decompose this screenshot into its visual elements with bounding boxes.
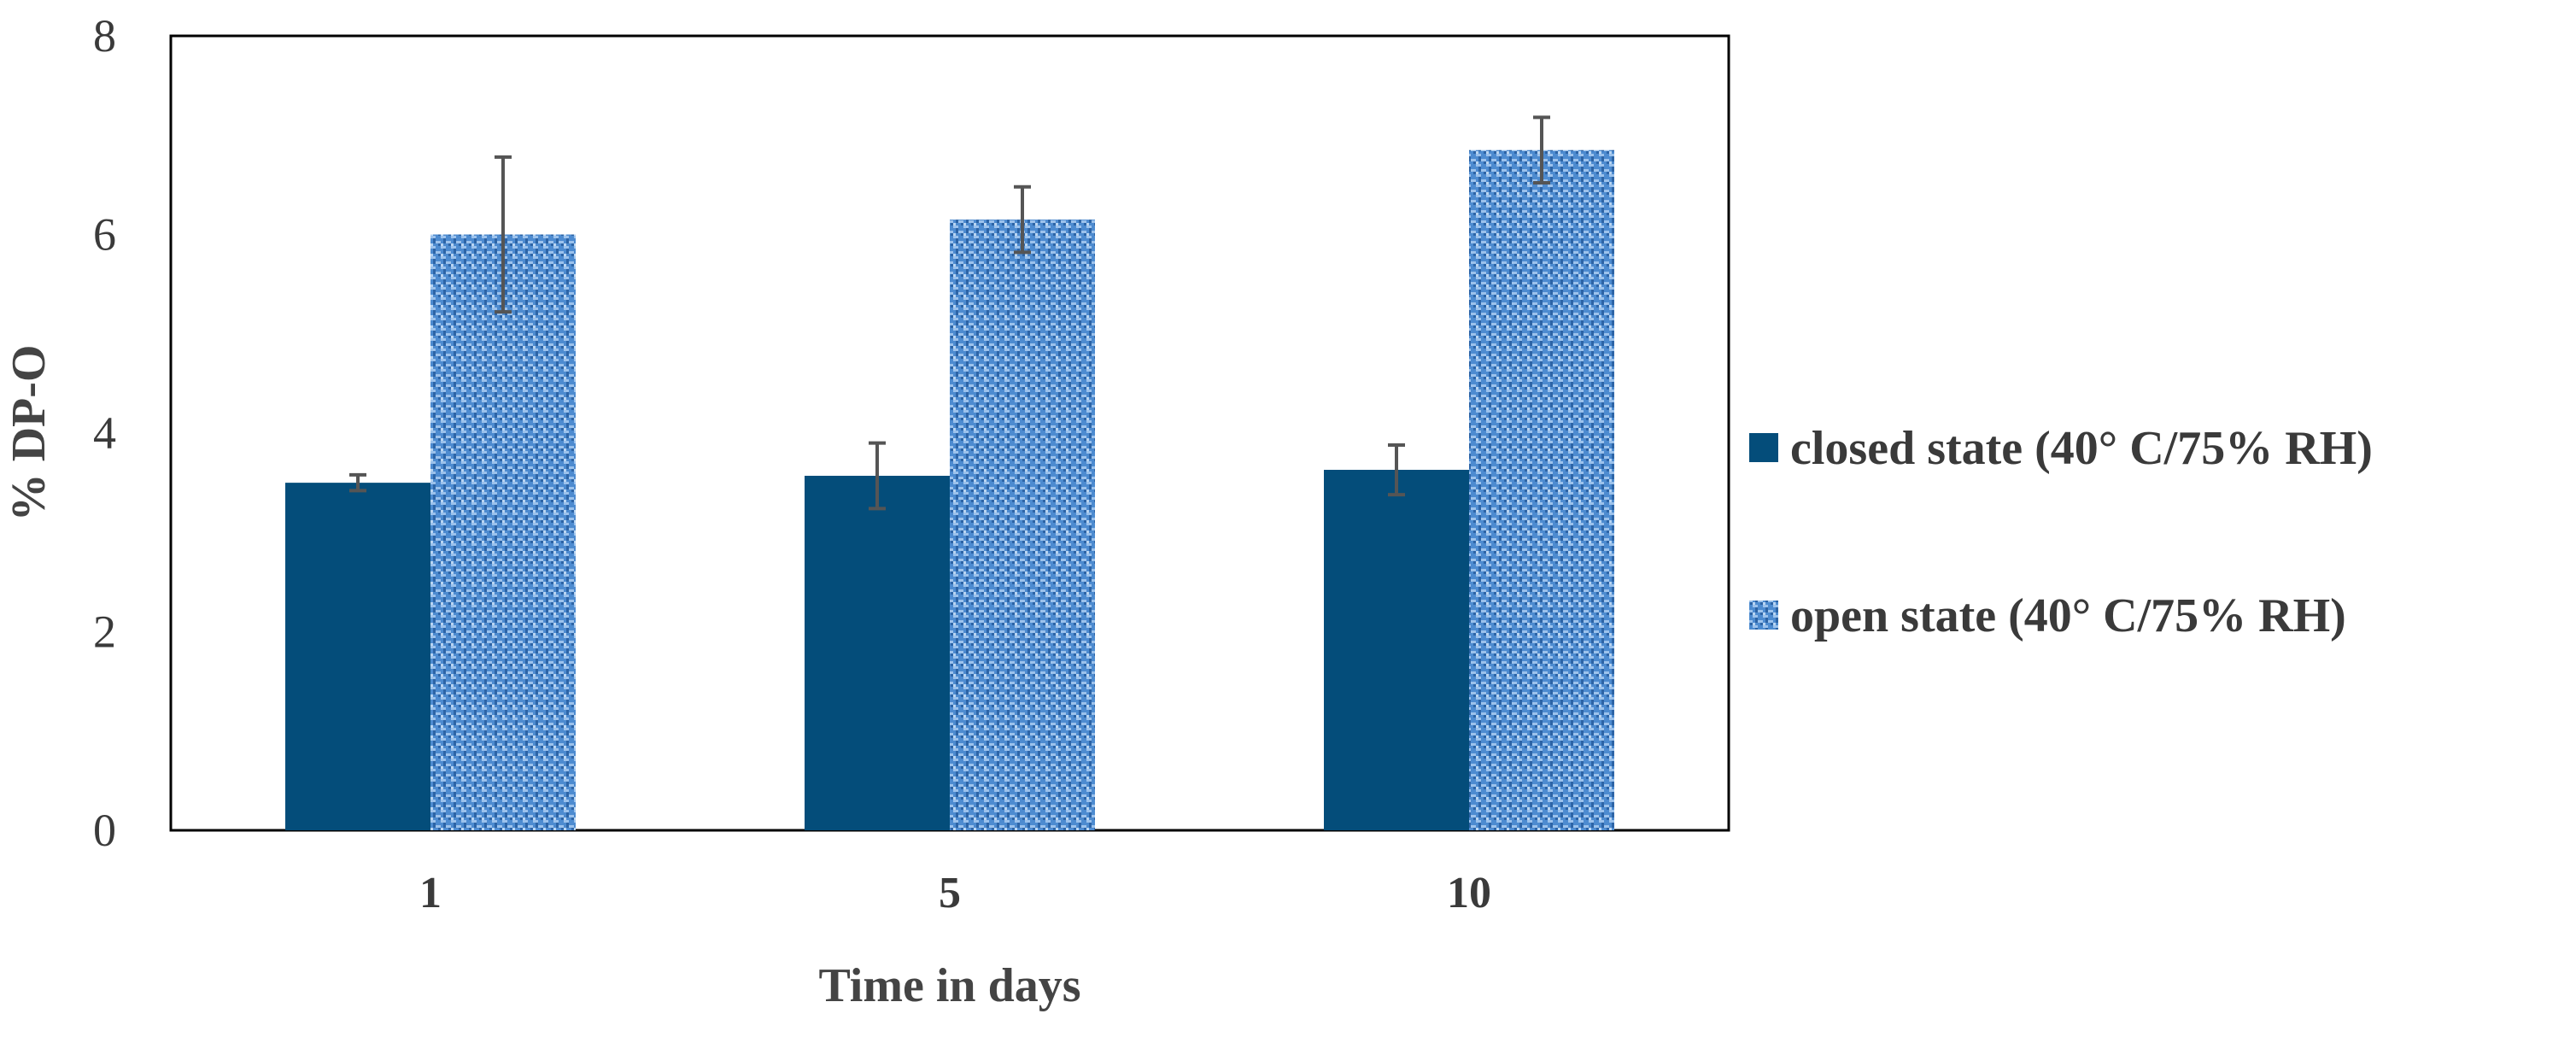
x-tick-label: 10 <box>1447 869 1491 917</box>
x-tick-label: 1 <box>419 869 442 917</box>
legend-swatch <box>1749 601 1778 630</box>
bar <box>1469 149 1614 830</box>
legend-label: closed state (40° C/75% RH) <box>1790 422 2373 475</box>
y-tick-label: 6 <box>93 209 116 261</box>
y-tick-label: 0 <box>93 805 116 856</box>
plot-area: 0 2 4 6 8 1 5 10 <box>93 10 1730 917</box>
y-tick-label: 2 <box>93 606 116 658</box>
legend: closed state (40° C/75% RH) open state (4… <box>1749 422 2373 642</box>
x-axis-title: Time in days <box>818 959 1080 1012</box>
bar <box>285 483 430 830</box>
legend-swatch <box>1749 433 1778 462</box>
x-tick-label: 5 <box>939 869 961 917</box>
bar <box>805 475 950 830</box>
legend-label: open state (40° C/75% RH) <box>1790 589 2346 642</box>
y-tick-label: 8 <box>93 10 116 62</box>
bar <box>430 234 576 830</box>
bar <box>950 220 1095 830</box>
y-axis-title: % DP-O <box>3 345 56 522</box>
y-tick-label: 4 <box>93 407 116 459</box>
bar <box>1324 470 1469 830</box>
